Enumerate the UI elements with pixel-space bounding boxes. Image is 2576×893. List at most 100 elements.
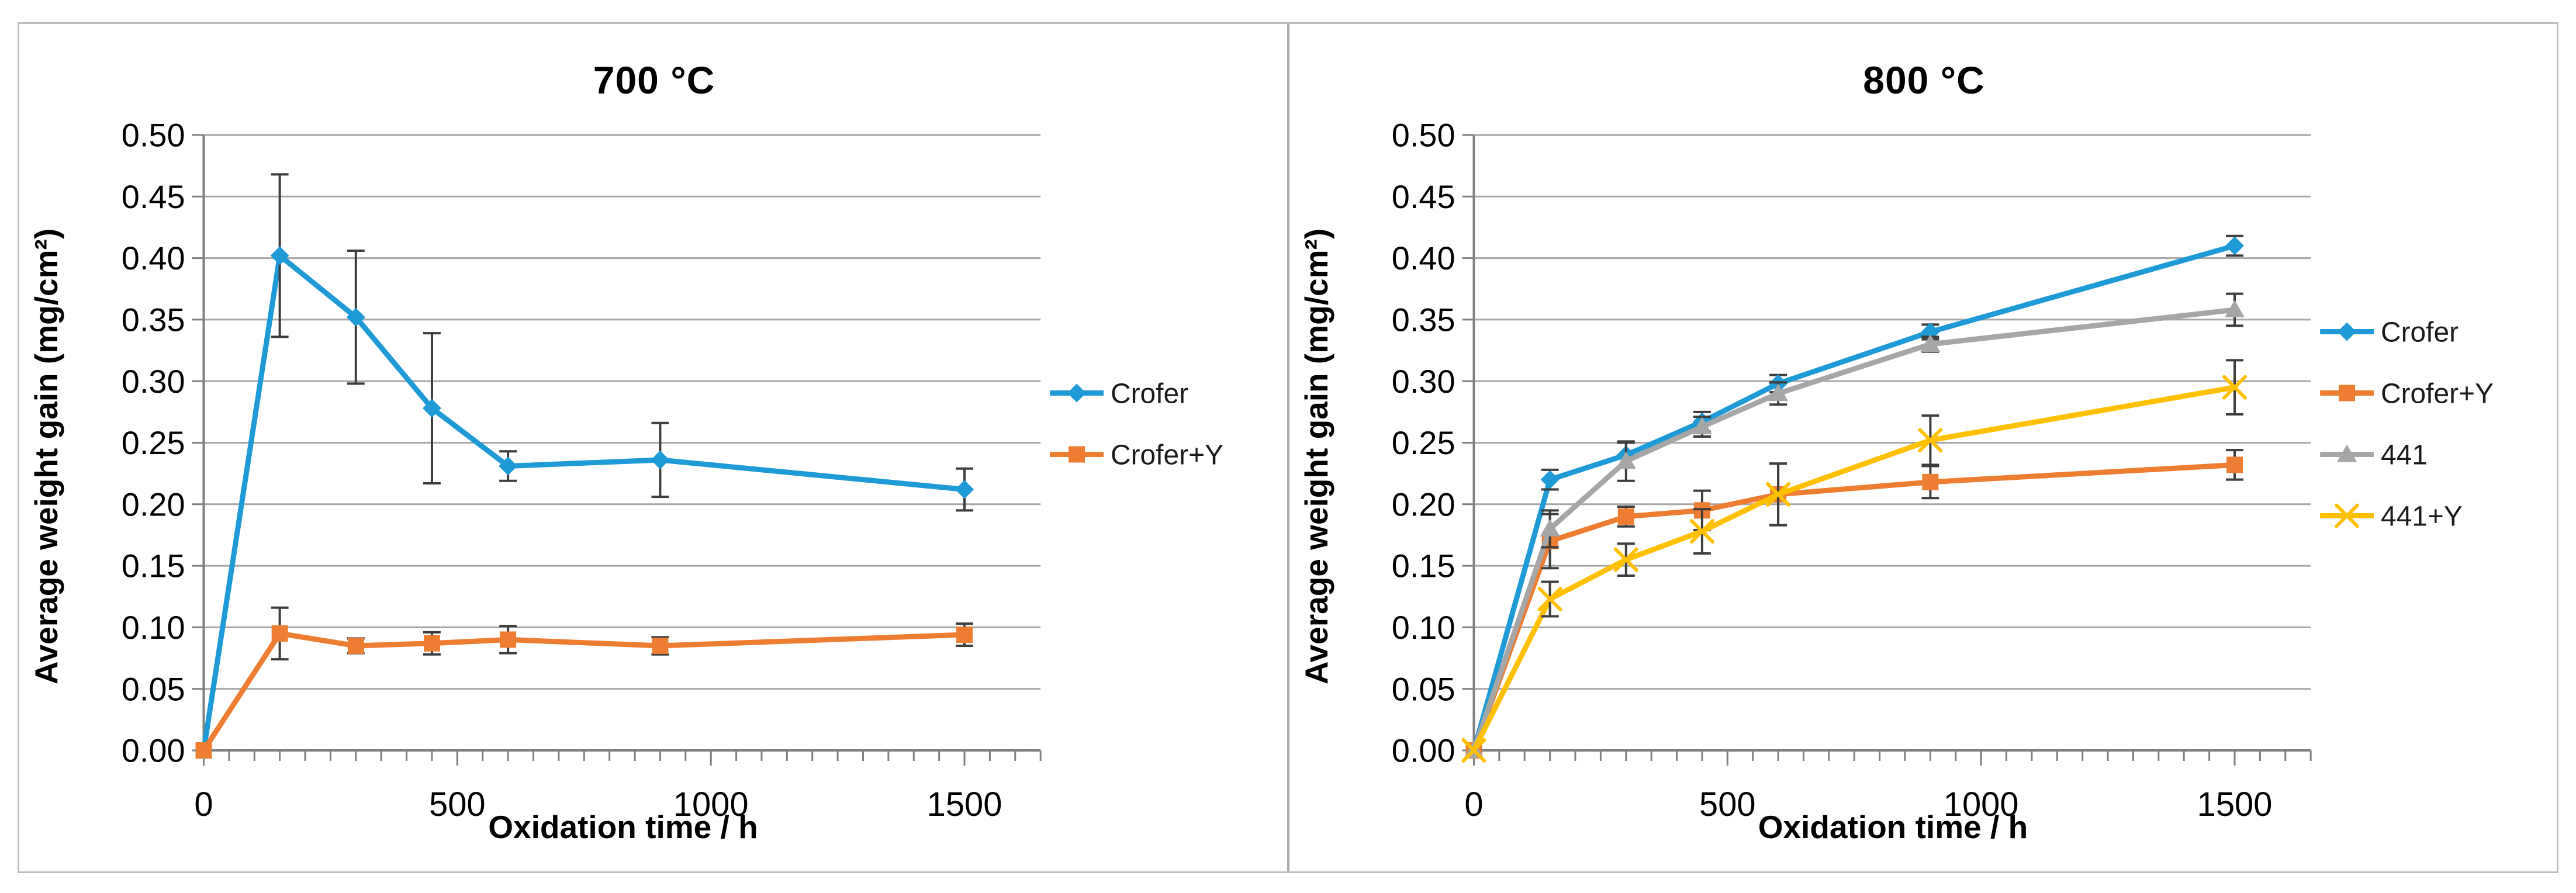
y-tick-label: 0.15: [1391, 548, 1455, 584]
series-Crofer+Y: [195, 606, 974, 759]
legend-marker: [2334, 503, 2359, 528]
data-point-marker: [499, 456, 518, 476]
x-axis: 0 500 1000 1500: [1464, 749, 2312, 823]
legend-marker: [1069, 446, 1085, 463]
data-point-marker: [1768, 383, 1788, 401]
legend-item-441+Y: 441+Y: [2319, 501, 2462, 532]
error-bars: [271, 173, 974, 512]
x-tick-label: 0: [194, 786, 213, 823]
y-tick-label: 0.05: [122, 670, 185, 707]
y-tick-label: 0.50: [1391, 117, 1455, 154]
legend-item-Crofer+Y: Crofer+Y: [2319, 378, 2494, 409]
y-tick-label: 0.40: [1391, 240, 1455, 276]
legend-label: 441: [2380, 439, 2427, 470]
data-point-marker: [423, 635, 440, 652]
marker-x-stroke: [1613, 547, 1638, 572]
data-point-marker: [1461, 738, 1486, 763]
marker-x-stroke: [1765, 482, 1790, 507]
y-tick-label: 0.45: [1391, 178, 1455, 215]
y-axis: 0.00 0.05 0.10 0.15 0.20 0.25 0.30 0.35 0.40 0.45…: [122, 117, 205, 769]
x-axis-title-800c: Oxidation time / h: [1758, 809, 2028, 845]
legend-marker: [1067, 383, 1087, 403]
plot-area-700c: 0.00 0.05 0.10 0.15 0.20 0.25 0.30 0.35 0.40 0.45…: [122, 117, 1223, 823]
data-point-marker: [652, 637, 669, 654]
data-point-marker: [1540, 470, 1560, 489]
data-point-marker: [500, 631, 517, 648]
data-point-marker: [2224, 300, 2245, 318]
y-tick-label: 0.10: [122, 609, 185, 646]
markers: [1461, 375, 2247, 763]
series-Crofer+Y: [1465, 449, 2243, 759]
y-axis: 0.00 0.05 0.10 0.15 0.20 0.25 0.30 0.35 0.40 0.45…: [1391, 117, 1475, 769]
chart-panel-700c: 700 °C Average weight gain (mg/cm²) 0.00…: [19, 24, 1287, 871]
series-441+Y: [1461, 359, 2247, 763]
data-point-marker: [2222, 375, 2247, 400]
marker-x-stroke: [2222, 375, 2247, 400]
x-tick-label: 1500: [2197, 786, 2272, 823]
legend-item-441: 441: [2319, 439, 2427, 470]
x-tick-label: 1000: [673, 786, 749, 823]
data-point-marker: [347, 637, 364, 654]
data-point-marker: [270, 246, 289, 265]
data-point-marker: [955, 480, 974, 499]
chart-title-800c: 800 °C: [1863, 58, 1985, 102]
marker-x-stroke: [1537, 586, 1562, 611]
legend-marker: [2337, 322, 2356, 341]
data-point-marker: [2226, 456, 2243, 473]
data-point-marker: [1765, 482, 1790, 507]
x-tick-label: 1000: [1943, 786, 2018, 823]
data-point-marker: [1921, 473, 1938, 490]
y-tick-label: 0.20: [1391, 486, 1455, 522]
data-point-marker: [651, 450, 670, 469]
y-tick-label: 0.40: [122, 240, 185, 276]
marker-x-stroke: [2334, 503, 2359, 528]
data-point-marker: [1537, 586, 1562, 611]
error-bars: [271, 606, 974, 661]
gridlines: [203, 134, 1041, 690]
y-tick-label: 0.25: [1391, 424, 1455, 461]
series-line: [200, 252, 967, 753]
data-point-marker: [1689, 519, 1714, 544]
marker-x-stroke: [1917, 428, 1942, 453]
legend-label: Crofer: [2380, 317, 2458, 348]
y-tick-label: 0.35: [122, 301, 185, 338]
data-point-marker: [1617, 508, 1634, 525]
data-point-marker: [2225, 236, 2244, 255]
y-tick-label: 0.30: [1391, 363, 1455, 400]
error-bars: [1541, 292, 2243, 549]
legend-item-Crofer+Y: Crofer+Y: [1050, 439, 1223, 470]
y-tick-label: 0.30: [122, 363, 185, 400]
data-point-marker: [1616, 451, 1636, 469]
y-tick-label: 0.20: [122, 486, 185, 522]
x-tick-label: 1500: [927, 786, 1002, 823]
data-point-marker: [956, 627, 973, 643]
x-axis-title-700c: Oxidation time / h: [488, 809, 758, 845]
markers: [195, 625, 973, 759]
legend-marker: [2338, 385, 2355, 401]
series-line: [200, 631, 967, 753]
chart-title-700c: 700 °C: [593, 58, 715, 102]
markers: [194, 246, 974, 760]
legend-item-Crofer: Crofer: [1050, 378, 1188, 409]
legend-item-Crofer: Crofer: [2319, 317, 2459, 348]
data-point-marker: [195, 742, 212, 759]
legend: Crofer Crofer+Y: [1050, 378, 1223, 470]
plot-area-800c: 0.00 0.05 0.10 0.15 0.20 0.25 0.30 0.35 0.40 0.45…: [1391, 117, 2494, 823]
figure-frame: 700 °C Average weight gain (mg/cm²) 0.00…: [18, 22, 2558, 873]
y-tick-label: 0.45: [122, 178, 185, 215]
legend-label: 441+Y: [2380, 501, 2462, 532]
series-line: [1471, 385, 2238, 753]
data-point-marker: [346, 307, 365, 327]
chart-panel-800c: 800 °C Average weight gain (mg/cm²) 0.00…: [1287, 24, 2557, 871]
marker-x-stroke: [1689, 519, 1714, 544]
marker-x-stroke: [1461, 738, 1486, 763]
x-tick-label: 500: [429, 786, 486, 823]
data-point-marker: [422, 399, 441, 418]
data-point-marker: [1613, 547, 1638, 572]
y-tick-label: 0.00: [1391, 732, 1455, 769]
y-tick-label: 0.05: [1391, 670, 1455, 707]
legend-label: Crofer+Y: [2380, 378, 2493, 409]
legend-label: Crofer+Y: [1111, 439, 1223, 470]
legend-marker: [2336, 444, 2357, 462]
legend: Crofer Crofer+Y 441 441+Y: [2319, 317, 2494, 532]
